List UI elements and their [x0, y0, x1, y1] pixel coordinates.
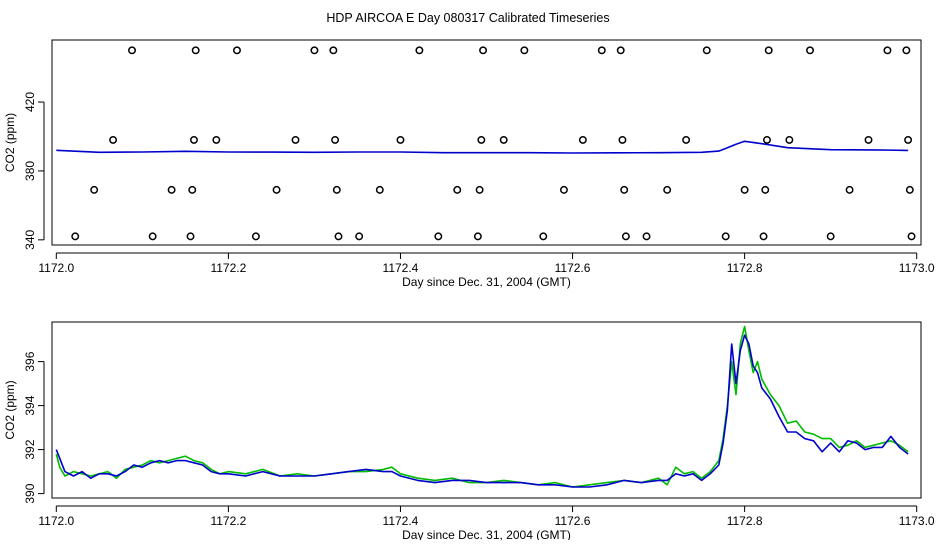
data-point [148, 232, 157, 241]
x-tick-label: 1173.0 [899, 514, 935, 528]
data-point [520, 46, 529, 55]
data-point [329, 46, 338, 55]
y-tick-label: 396 [23, 351, 37, 371]
x-tick-label: 1173.0 [899, 261, 935, 275]
data-point [233, 46, 241, 55]
data-point [905, 185, 914, 194]
data-point [332, 185, 341, 194]
data-point [616, 46, 625, 55]
data-point [702, 46, 711, 55]
data-point [190, 135, 198, 144]
bottom-panel: 1172.0 1172.2 1172.4 1172.6 1172.8 1173.0 Day … [3, 321, 935, 542]
series-line-1 [55, 334, 909, 488]
x-tick-label: 1172.4 [383, 514, 419, 528]
data-point [559, 185, 568, 194]
data-point [663, 185, 672, 194]
x-tick-label: 1172.2 [210, 261, 246, 275]
data-point [761, 185, 770, 194]
data-point [539, 232, 548, 241]
y-tick-label: 392 [23, 439, 37, 459]
x-axis-label: Day since Dec. 31, 2004 (GMT) [402, 528, 571, 540]
data-point [845, 185, 854, 194]
data-point [499, 135, 508, 144]
y-tick-label: 380 [23, 161, 37, 181]
data-point [907, 232, 916, 241]
data-point [188, 185, 197, 194]
y-tick-label: 340 [23, 229, 37, 249]
data-point [764, 46, 773, 55]
data-point [618, 135, 627, 144]
y-tick-label: 394 [23, 395, 37, 415]
plot-frame [51, 321, 922, 499]
data-point [71, 232, 80, 241]
x-tick-label: 1172.2 [210, 514, 246, 528]
data-point [251, 232, 260, 241]
data-point [212, 135, 221, 144]
data-point [272, 185, 281, 194]
data-point [191, 46, 200, 55]
data-point [128, 46, 136, 55]
y-axis-label: CO2 (ppm) [3, 380, 17, 439]
data-point [310, 46, 319, 55]
data-point [621, 232, 630, 241]
x-tick-label: 1172.8 [727, 514, 763, 528]
data-point [763, 135, 771, 144]
x-tick-label: 1172.4 [383, 261, 419, 275]
data-point [620, 185, 629, 194]
data-point [682, 135, 691, 144]
x-tick-label: 1172.6 [555, 261, 591, 275]
y-axis-label: CO2 (ppm) [3, 113, 17, 172]
data-point [375, 185, 384, 194]
data-point [475, 185, 484, 194]
data-point [578, 135, 587, 144]
data-point [785, 135, 794, 144]
data-point [453, 185, 462, 194]
data-point [90, 185, 99, 194]
x-tick-label: 1172.8 [727, 261, 763, 275]
x-axis-label: Day since Dec. 31, 2004 (GMT) [402, 275, 571, 289]
data-point [291, 135, 300, 144]
data-point [740, 185, 749, 194]
data-point [806, 46, 814, 55]
x-tick-label: 1172.6 [555, 514, 591, 528]
data-point [473, 232, 482, 241]
data-point [396, 135, 405, 144]
data-point [902, 46, 911, 55]
figure-title: HDP AIRCOA E Day 080317 Calibrated Times… [326, 11, 609, 25]
data-point [721, 232, 730, 241]
data-point [479, 46, 488, 55]
data-point [355, 232, 364, 241]
plot-frame [51, 39, 922, 246]
data-point [109, 135, 118, 144]
data-point [477, 135, 486, 144]
scatter-series [71, 46, 916, 241]
top-panel: 1172.0 1172.2 1172.4 1172.6 1172.8 1173.0 Day … [3, 39, 935, 289]
data-point [434, 232, 443, 241]
data-point [334, 232, 343, 241]
data-point [642, 232, 651, 241]
data-point [597, 46, 606, 55]
data-point [904, 135, 913, 144]
data-point [331, 135, 340, 144]
series-line-0 [56, 140, 909, 154]
data-point [826, 232, 835, 241]
data-point [186, 232, 195, 241]
data-point [759, 232, 768, 241]
series-line-0 [55, 325, 909, 488]
data-point [864, 135, 873, 144]
data-point [883, 46, 892, 55]
y-tick-label: 420 [23, 92, 37, 112]
x-tick-label: 1172.0 [38, 261, 74, 275]
data-point [167, 185, 176, 194]
y-tick-label: 390 [23, 483, 37, 503]
data-point [415, 46, 424, 55]
x-tick-label: 1172.0 [38, 514, 74, 528]
